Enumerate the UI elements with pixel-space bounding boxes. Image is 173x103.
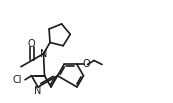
Text: O: O <box>82 60 90 70</box>
Text: Cl: Cl <box>12 75 21 85</box>
Text: N: N <box>34 87 41 97</box>
Text: O: O <box>28 39 35 49</box>
Text: N: N <box>40 49 48 59</box>
